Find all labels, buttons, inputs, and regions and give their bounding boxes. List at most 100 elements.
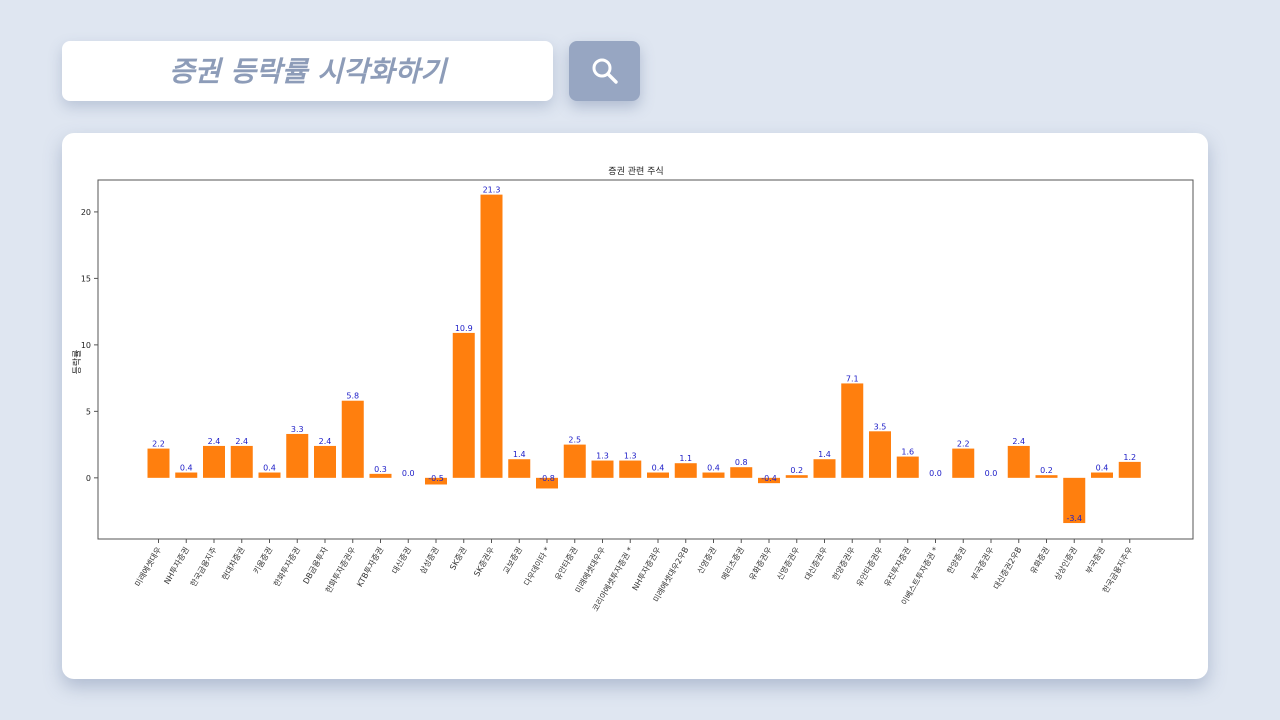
bar (452, 332, 475, 478)
data-label: 0.4 (652, 464, 665, 473)
data-label: 2.2 (957, 440, 970, 449)
data-label: 7.1 (846, 374, 859, 383)
bar (591, 460, 614, 478)
bar (536, 477, 558, 489)
bar (869, 431, 891, 478)
x-tick-label: NH투자증권 (162, 545, 191, 586)
x-tick-label: 대신증권우 (802, 545, 829, 582)
data-label: 0.0 (929, 469, 942, 478)
y-tick-label: 0 (86, 474, 91, 483)
bar (175, 472, 198, 478)
x-tick-label: 대신증권2우B (991, 545, 1023, 591)
bar (369, 473, 392, 478)
data-label: -0.4 (761, 474, 777, 483)
data-label: 2.4 (235, 437, 248, 446)
bar (1118, 461, 1141, 478)
x-tick-label: DB금융투자 (301, 545, 330, 586)
chart-card: 증권 관련 주식 등락률 0 5 10 15 20 2.2 0.4 2.4 2.4 0.4 3.3… (62, 133, 1208, 679)
y-tick-label: 15 (81, 274, 91, 283)
data-label: 0.4 (263, 464, 276, 473)
x-tick-label: 유진투자증권 (882, 545, 913, 588)
data-label: 1.3 (596, 452, 609, 461)
data-label: 1.1 (679, 454, 692, 463)
x-tick-label: NH투자증권우 (630, 545, 663, 592)
data-label: 2.5 (568, 436, 581, 445)
bar (1035, 475, 1058, 478)
bar (480, 194, 503, 478)
x-tick-label: KTB투자증권 (354, 545, 385, 588)
bar-chart: 증권 관련 주식 등락률 0 5 10 15 20 2.2 0.4 2.4 2.4 0.4 3.3… (71, 165, 1194, 613)
bar (1063, 477, 1086, 524)
x-tick-label: 유안타증권 (552, 545, 579, 582)
y-axis-ticks: 0 5 10 15 20 (81, 208, 98, 483)
bar (758, 477, 780, 484)
data-label: 0.0 (985, 469, 998, 478)
x-tick-label: 한양증권우 (830, 545, 857, 582)
x-tick-label: 대신증권 (390, 545, 413, 576)
bar (785, 475, 808, 478)
data-label: 0.2 (1040, 466, 1053, 475)
data-label: 3.5 (874, 422, 887, 431)
bar (203, 445, 225, 478)
bar (147, 448, 170, 478)
bar (563, 444, 586, 478)
x-tick-label: 신영증권 (695, 545, 718, 576)
search-box[interactable] (62, 41, 553, 101)
x-tick-label: 다우데이타 * (521, 545, 551, 588)
x-tick-label: 미래에셋대우 (133, 546, 163, 589)
data-label: 1.4 (818, 450, 831, 459)
search-icon (592, 58, 618, 84)
x-tick-label: 한화투자증권 (271, 545, 302, 588)
x-tick-label: 현대차증권 (219, 545, 246, 582)
bar (730, 467, 753, 478)
data-label: 1.2 (1123, 453, 1136, 462)
x-tick-label: 삼성증권 (417, 545, 440, 576)
bar (1091, 472, 1113, 478)
data-label: 1.4 (513, 450, 526, 459)
bar (230, 445, 253, 478)
x-tick-label: 신영증권우 (774, 545, 801, 582)
data-label: 0.3 (374, 465, 387, 474)
data-label: 1.3 (624, 452, 637, 461)
bar (813, 459, 836, 478)
bar (841, 383, 864, 478)
x-tick-label: 한양증권 (945, 545, 968, 576)
data-label: 0.2 (790, 466, 803, 475)
x-tick-label: 유안타증권우 (854, 545, 885, 588)
data-label: 0.4 (707, 464, 720, 473)
plot-frame (97, 179, 1194, 540)
data-label: -3.4 (1066, 514, 1082, 523)
x-tick-label: 상상인증권 (1052, 545, 1079, 582)
data-label: 0.0 (402, 469, 415, 478)
data-label: 0.8 (735, 458, 748, 467)
bar (952, 448, 975, 478)
bar (702, 472, 725, 478)
bar (508, 459, 531, 478)
x-tick-label: SK증권 (447, 545, 468, 572)
bars (147, 194, 1141, 524)
bar (1007, 445, 1030, 478)
bar (647, 472, 669, 478)
x-tick-label: 한국금융지주우 (1101, 546, 1135, 595)
x-tick-label: 한국금융지주 (189, 546, 219, 589)
bar (314, 445, 336, 478)
data-label: 21.3 (483, 186, 501, 195)
x-tick-label: 부국증권우 (969, 545, 996, 582)
data-label: 2.4 (319, 437, 332, 446)
data-label: 3.3 (291, 425, 304, 434)
bar (425, 477, 447, 485)
bar (341, 400, 364, 478)
y-tick-label: 10 (81, 341, 91, 350)
x-tick-label: 부국증권 (1083, 545, 1106, 576)
data-label: 0.4 (1096, 464, 1109, 473)
data-label: 2.2 (152, 440, 165, 449)
x-tick-label: 교보증권 (501, 545, 524, 576)
y-tick-label: 20 (81, 208, 91, 217)
bar (258, 472, 281, 478)
data-label: 5.8 (346, 392, 359, 401)
bar (619, 460, 642, 478)
search-input[interactable] (85, 53, 530, 89)
search-button[interactable] (569, 41, 640, 101)
x-tick-label: SK증권우 (471, 545, 496, 578)
